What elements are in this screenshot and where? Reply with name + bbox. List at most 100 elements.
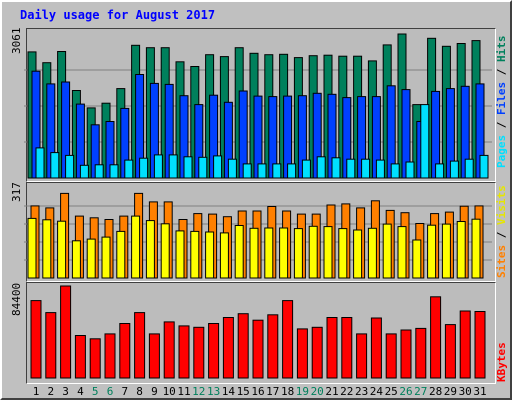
pages-bar-day-30: [464, 158, 474, 179]
visits-bar-day-24: [367, 227, 377, 279]
legend-sites: Sites: [495, 244, 508, 278]
day-label: 8: [136, 385, 143, 398]
day-label: 22: [340, 385, 354, 398]
visits-bar-day-15: [234, 225, 244, 279]
visits-bar-day-7: [116, 230, 126, 279]
kbytes-bar-day-9: [148, 333, 160, 379]
pages-bar-day-6: [109, 164, 119, 179]
kbytes-bar-day-2: [45, 312, 57, 379]
visits-bar-day-8: [131, 215, 141, 279]
legend-sep: /: [495, 62, 508, 82]
pages-bar-day-12: [198, 156, 208, 179]
kbytes-bar-day-12: [193, 326, 205, 379]
pages-bar-day-23: [361, 158, 371, 179]
day-label: 28: [428, 385, 443, 398]
pages-bar-day-17: [272, 163, 282, 179]
visits-bar-day-3: [57, 220, 67, 279]
kbytes-bar-day-14: [222, 317, 234, 379]
visits-bar-day-5: [86, 238, 96, 279]
kbytes-bar-day-17: [267, 314, 279, 379]
chart-title: Daily usage for August 2017: [20, 8, 216, 22]
visits-bar-day-17: [264, 227, 274, 279]
pages-bar-day-15: [242, 163, 252, 179]
pages-bar-day-1: [35, 147, 45, 179]
kbytes-bar-day-4: [74, 335, 86, 379]
kbytes-legend: KBytes: [495, 342, 508, 382]
hits-legend: Pages / Files / Hits: [495, 36, 508, 169]
day-label: 20: [310, 385, 324, 398]
day-label: 17: [266, 385, 280, 398]
visits-bar-day-9: [145, 220, 155, 279]
sites-ymax-label: 317: [10, 182, 23, 202]
pages-bar-day-13: [213, 155, 223, 179]
day-label: 5: [91, 385, 99, 398]
visits-bar-day-4: [71, 240, 81, 279]
kbytes-bar-day-31: [474, 311, 486, 379]
day-label: 10: [162, 385, 176, 398]
day-label: 12: [192, 385, 206, 398]
pages-bar-day-14: [227, 158, 237, 179]
visits-bar-day-13: [205, 231, 215, 279]
visits-bar-day-12: [190, 230, 200, 279]
day-label: 31: [473, 385, 487, 398]
pages-bar-day-22: [346, 158, 356, 179]
pages-bar-day-24: [375, 159, 385, 179]
kbytes-bar-day-6: [104, 333, 116, 379]
pages-bar-day-20: [316, 156, 326, 179]
pages-bar-day-29: [449, 160, 459, 179]
visits-bar-day-30: [456, 221, 466, 279]
pages-bar-day-3: [65, 154, 75, 179]
visits-bar-day-25: [382, 223, 392, 279]
legend-files: Files: [495, 81, 508, 115]
visits-bar-day-21: [323, 226, 333, 279]
day-label: 25: [384, 385, 398, 398]
visits-bar-day-29: [441, 223, 451, 279]
visits-bar-day-11: [175, 230, 185, 279]
kbytes-bar-day-11: [178, 325, 190, 379]
pages-bar-day-18: [287, 163, 297, 179]
kbytes-bar-day-25: [385, 333, 397, 379]
day-label: 9: [151, 385, 158, 398]
legend-pages: Pages: [495, 134, 508, 168]
pages-bar-day-4: [79, 164, 89, 179]
legend-kbytes: KBytes: [495, 342, 508, 382]
kbytes-bar-day-26: [400, 329, 412, 379]
pages-bar-day-5: [94, 164, 104, 179]
visits-bar-day-23: [353, 229, 363, 279]
visits-bar-day-14: [219, 232, 229, 279]
legend-sep: /: [495, 115, 508, 135]
day-label: 11: [177, 385, 191, 398]
kbytes-bar-day-5: [89, 338, 101, 379]
hits-ymax-label: 3061: [10, 27, 23, 55]
day-label: 15: [236, 385, 250, 398]
pages-bar-day-2: [50, 152, 60, 179]
day-label: 19: [295, 385, 310, 398]
pages-bar-day-16: [257, 163, 267, 179]
visits-bar-day-2: [42, 219, 52, 279]
visits-bar-day-6: [101, 236, 111, 279]
day-label: 3: [62, 385, 69, 398]
pages-bar-day-10: [168, 154, 178, 179]
day-label: 30: [458, 385, 472, 398]
kbytes-bar-day-13: [208, 323, 220, 379]
pages-bar-day-7: [124, 159, 134, 179]
visits-bar-day-18: [279, 227, 289, 279]
day-label: 16: [251, 385, 265, 398]
visits-bar-day-10: [160, 223, 170, 279]
day-label: 13: [206, 385, 221, 398]
day-label: 2: [47, 385, 55, 398]
visits-bar-day-31: [471, 218, 481, 279]
visits-bar-day-28: [427, 224, 437, 279]
day-label: 26: [399, 385, 413, 398]
kbytes-bar-day-24: [370, 317, 382, 379]
legend-sep: /: [495, 225, 508, 245]
day-label: 29: [443, 385, 458, 398]
day-label: 6: [106, 385, 114, 398]
pages-bar-day-28: [435, 163, 445, 179]
kbytes-bar-day-15: [237, 313, 249, 379]
pages-bar-day-31: [479, 154, 489, 179]
visits-bar-day-22: [338, 228, 348, 279]
legend-visits: Visits: [495, 185, 508, 225]
kbytes-bar-day-27: [415, 327, 427, 379]
visits-bar-day-26: [397, 226, 407, 279]
